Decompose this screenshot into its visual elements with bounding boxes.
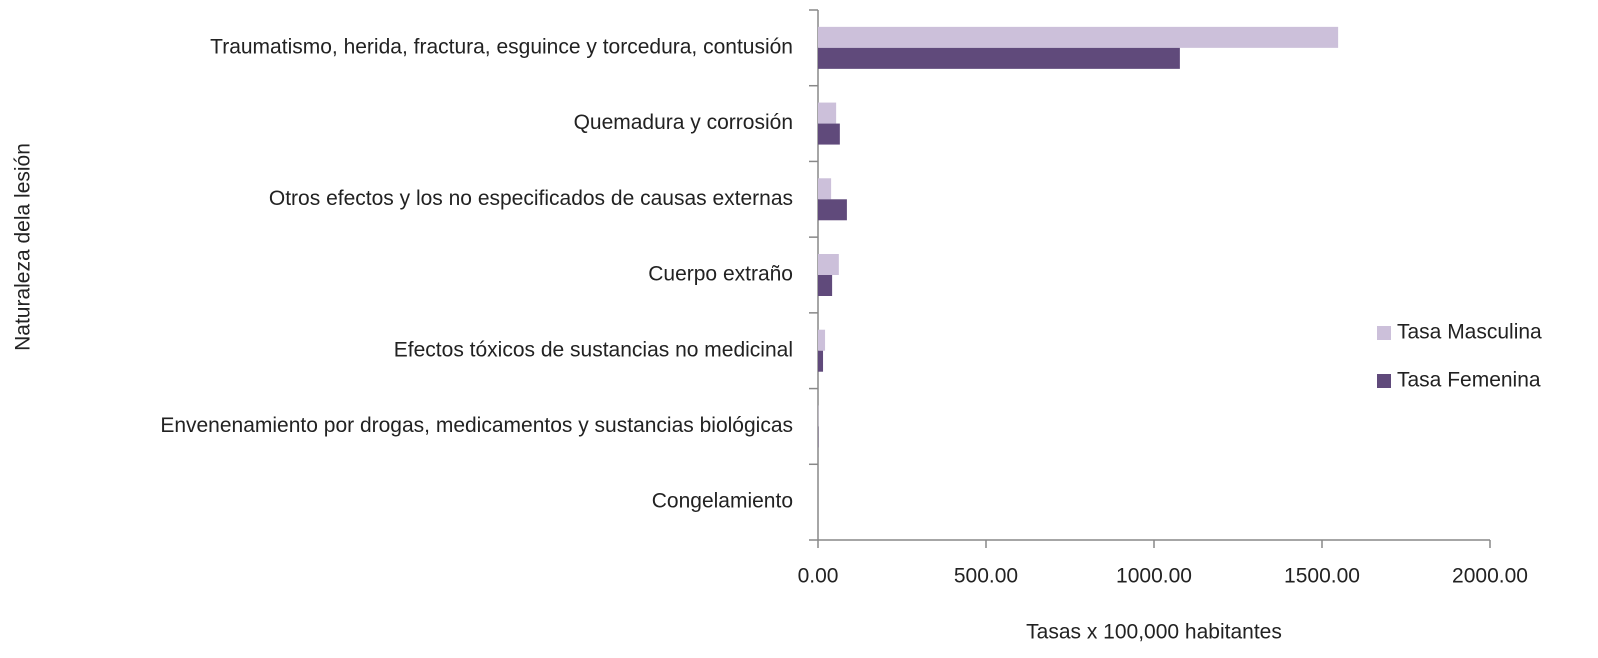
bar <box>818 329 826 351</box>
legend-label: Tasa Femenina <box>1397 369 1541 392</box>
bar <box>818 102 837 124</box>
bar <box>818 123 840 145</box>
legend-swatch <box>1377 326 1391 340</box>
x-tick-label: 1000.00 <box>1116 565 1192 588</box>
y-tick-label: Otros efectos y los no especificados de … <box>269 187 793 210</box>
legend-swatch <box>1377 374 1391 388</box>
x-tick-label: 1500.00 <box>1284 565 1360 588</box>
y-axis-label: Naturaleza dela lesión <box>12 143 35 351</box>
x-tick-label: 0.00 <box>798 565 839 588</box>
legend-label: Tasa Masculina <box>1397 321 1542 344</box>
bar <box>818 350 824 372</box>
bar <box>818 47 1180 69</box>
x-tick-label: 500.00 <box>954 565 1018 588</box>
bar <box>818 275 833 296</box>
bar <box>818 178 832 200</box>
bar <box>818 199 847 221</box>
bar <box>818 254 839 275</box>
y-tick-label: Cuerpo extraño <box>648 263 793 286</box>
bar <box>818 26 1339 48</box>
x-tick-label: 2000.00 <box>1452 565 1528 588</box>
x-axis-label: Tasas x 100,000 habitantes <box>1026 621 1282 644</box>
y-tick-label: Efectos tóxicos de sustancias no medicin… <box>394 338 793 361</box>
y-tick-label: Quemadura y corrosión <box>574 111 793 134</box>
y-tick-label: Traumatismo, herida, fractura, esguince … <box>210 35 793 58</box>
y-tick-label: Congelamiento <box>652 490 793 513</box>
y-tick-label: Envenenamiento por drogas, medicamentos … <box>160 414 793 437</box>
